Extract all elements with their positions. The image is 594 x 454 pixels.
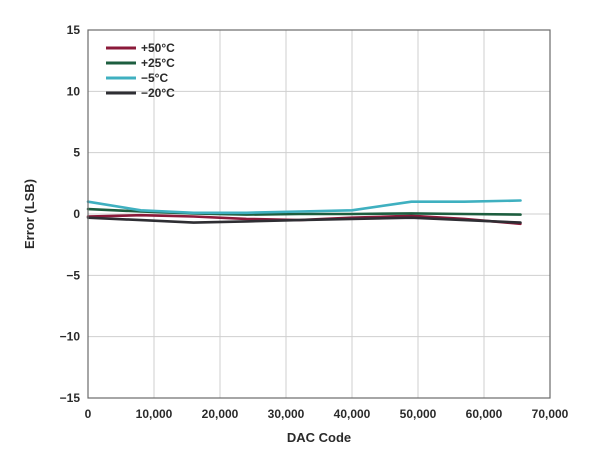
x-tick-label: 70,000 xyxy=(532,407,569,421)
y-tick-label: 10 xyxy=(67,84,81,98)
data-series xyxy=(86,199,522,226)
legend-label: −5°C xyxy=(141,71,168,85)
legend: +50°C+25°C−5°C−20°C xyxy=(106,41,175,100)
x-tick-label: 30,000 xyxy=(268,407,305,421)
y-axis-title: Error (LSB) xyxy=(22,179,37,249)
x-tick-label: 10,000 xyxy=(136,407,173,421)
y-tick-label: 15 xyxy=(67,23,81,37)
legend-label: +50°C xyxy=(141,41,175,55)
x-tick-label: 40,000 xyxy=(334,407,371,421)
x-tick-label: 20,000 xyxy=(202,407,239,421)
y-tick-label: −10 xyxy=(60,330,81,344)
x-tick-label: 50,000 xyxy=(400,407,437,421)
y-tick-label: 5 xyxy=(73,146,80,160)
legend-label: −20°C xyxy=(141,86,175,100)
x-axis-title: DAC Code xyxy=(287,430,351,445)
plot-frame xyxy=(87,29,551,399)
y-tick-label: −5 xyxy=(66,268,80,282)
x-axis-ticks: 0 10,000 20,000 30,000 40,000 50,000 60,000 70,… xyxy=(85,407,569,421)
y-axis-ticks: 15 10 5 0 −5 −10 −15 xyxy=(60,23,81,405)
x-tick-label: 60,000 xyxy=(466,407,503,421)
series-line xyxy=(86,216,522,224)
x-tick-label: 0 xyxy=(85,407,92,421)
y-tick-label: 0 xyxy=(73,207,80,221)
series-line xyxy=(86,199,522,215)
legend-label: +25°C xyxy=(141,56,175,70)
y-tick-label: −15 xyxy=(60,391,81,405)
